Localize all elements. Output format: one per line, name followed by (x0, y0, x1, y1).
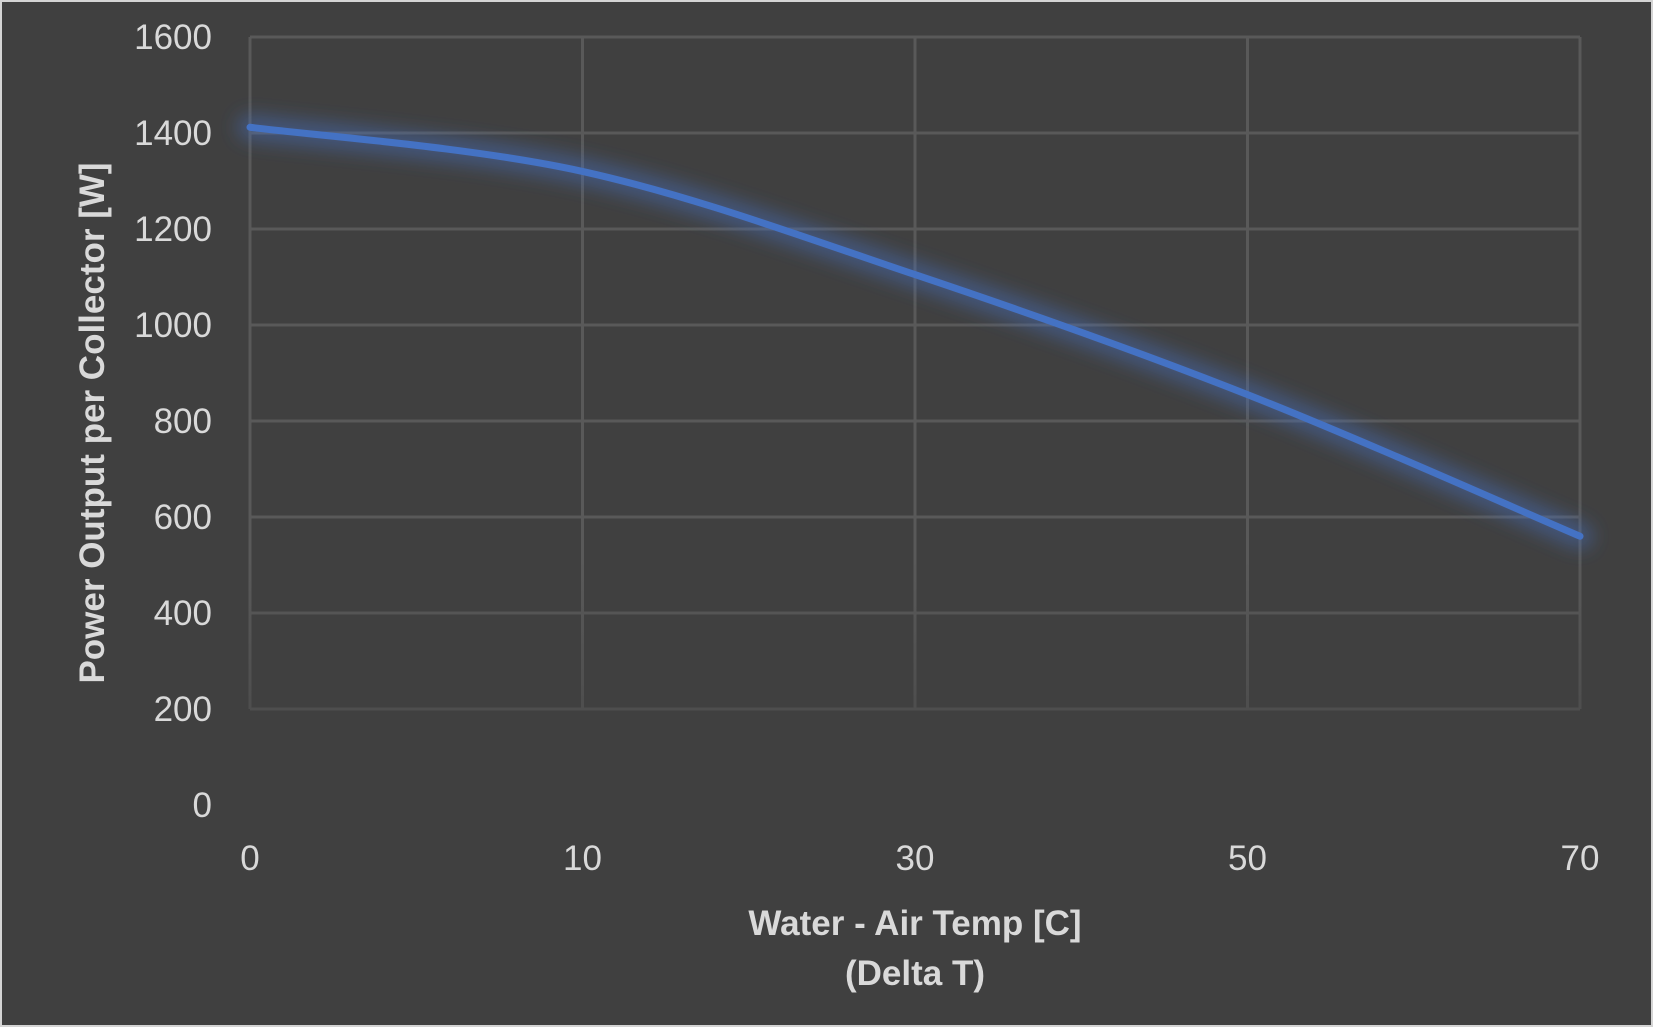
y-tick-label: 200 (154, 690, 212, 729)
series-group (237, 114, 1593, 550)
y-axis-title: Power Output per Collector [W] (73, 162, 112, 683)
x-tick-label: 0 (240, 839, 259, 878)
y-axis-ticks: 0 200 400 600 800 1000 1200 1400 1600 (134, 18, 212, 825)
y-tick-label: 400 (154, 594, 212, 633)
y-tick-label: 600 (154, 498, 212, 537)
y-tick-label: 800 (154, 402, 212, 441)
y-tick-label: 0 (193, 786, 212, 825)
x-axis-title: Water - Air Temp [C] (748, 904, 1081, 943)
x-tick-label: 70 (1561, 839, 1600, 878)
x-tick-label: 50 (1228, 839, 1267, 878)
y-tick-label: 1000 (134, 306, 212, 345)
y-tick-label: 1200 (134, 210, 212, 249)
x-tick-label: 10 (563, 839, 602, 878)
y-tick-label: 1600 (134, 18, 212, 57)
y-tick-label: 1400 (134, 114, 212, 153)
lower-fade-overlay (240, 560, 1585, 740)
x-axis-ticks: 0 10 30 50 70 (240, 839, 1599, 878)
x-tick-label: 30 (896, 839, 935, 878)
series-line (246, 123, 1584, 540)
x-axis-title-line2: (Delta T) (845, 954, 985, 993)
